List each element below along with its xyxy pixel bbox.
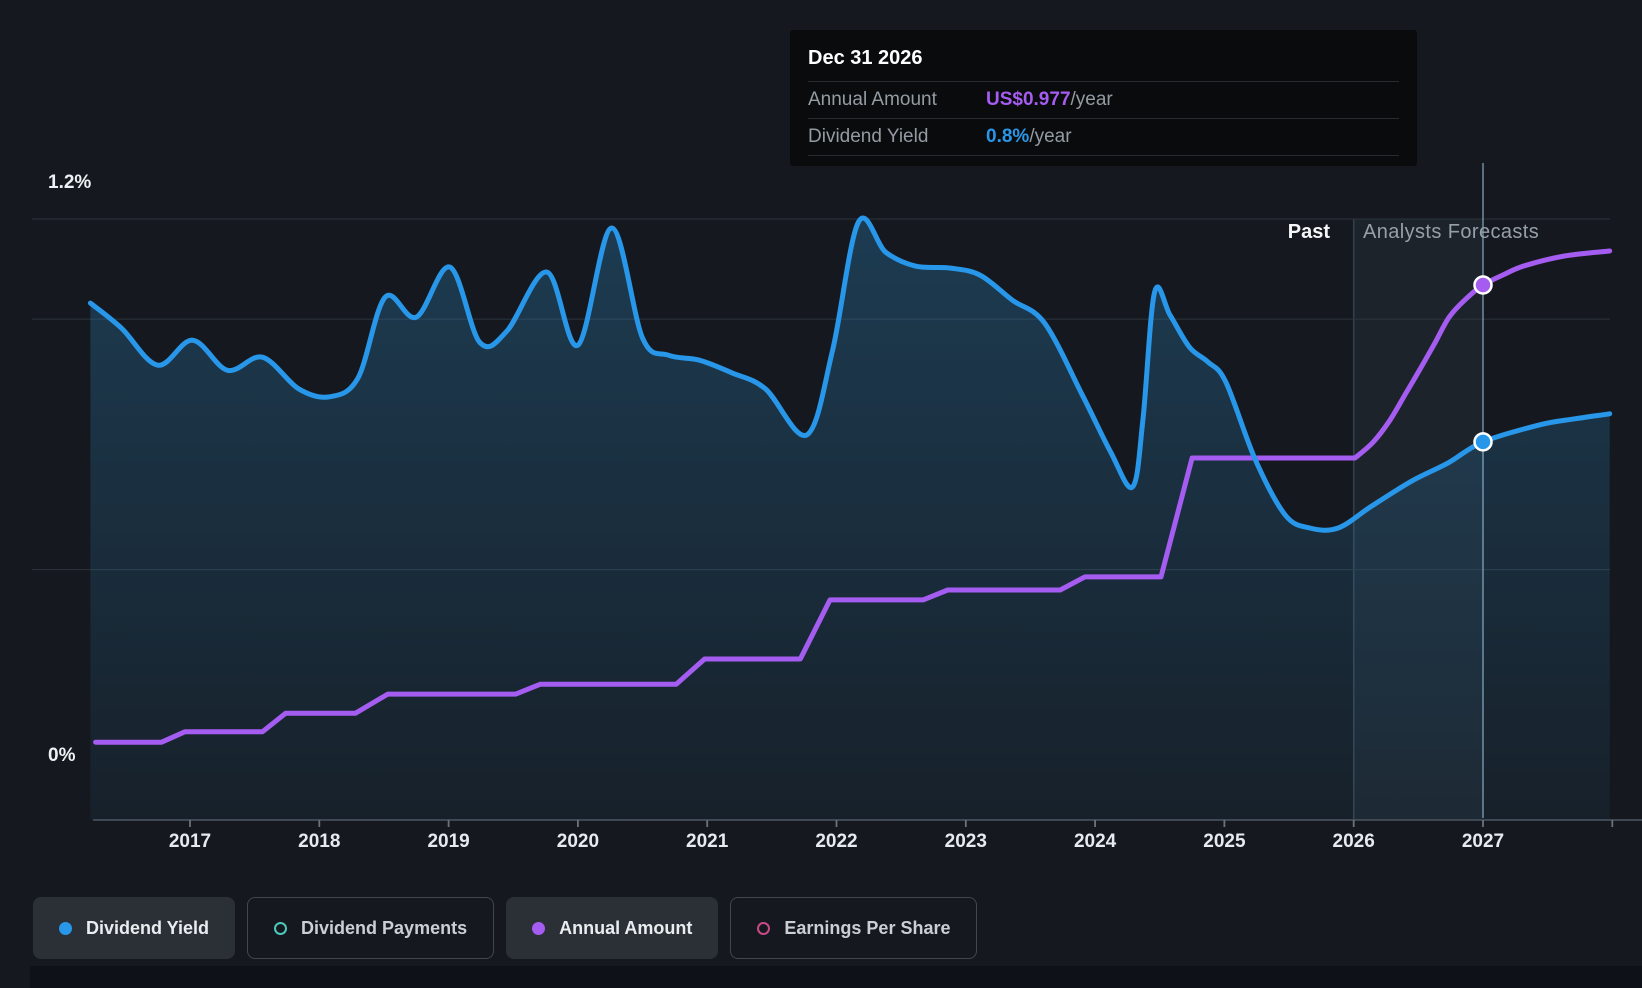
tooltip-row-value: US$0.977 — [986, 89, 1071, 111]
legend-button-earnings-per-share[interactable]: Earnings Per Share — [730, 897, 977, 959]
x-axis-year-label: 2019 — [427, 831, 469, 853]
dividend-yield-dot-icon — [59, 922, 72, 935]
x-axis-year-label: 2024 — [1074, 831, 1116, 853]
dividend-chart-page: 1.2% 0% 2017 2018 2019 2020 2021 2022 2023 2024… — [0, 0, 1642, 988]
tooltip-row-label: Annual Amount — [808, 89, 986, 111]
x-axis-year-label: 2021 — [686, 831, 728, 853]
legend-label: Dividend Yield — [86, 918, 209, 939]
x-axis-year-label: 2027 — [1462, 831, 1504, 853]
earnings-per-share-ring-icon — [757, 922, 770, 935]
x-axis-year-label: 2023 — [945, 831, 987, 853]
forecast-marker — [1475, 276, 1492, 293]
legend-button-dividend-yield[interactable]: Dividend Yield — [33, 897, 235, 959]
tooltip-row-annual-amount: Annual Amount US$0.977 /year — [808, 82, 1399, 119]
y-axis-label-top: 1.2% — [48, 172, 91, 194]
x-axis-year-label: 2026 — [1333, 831, 1375, 853]
legend-label: Annual Amount — [559, 918, 692, 939]
tooltip-row-dividend-yield: Dividend Yield 0.8% /year — [808, 119, 1399, 156]
legend-label: Earnings Per Share — [784, 918, 950, 939]
tooltip-date: Dec 31 2026 — [808, 43, 1399, 82]
bottom-edge-shade — [30, 966, 1642, 988]
x-axis-year-label: 2017 — [169, 831, 211, 853]
legend-button-dividend-payments[interactable]: Dividend Payments — [247, 897, 494, 959]
tooltip-row-label: Dividend Yield — [808, 126, 986, 148]
x-axis-year-label: 2020 — [557, 831, 599, 853]
chart-tooltip: Dec 31 2026 Annual Amount US$0.977 /year… — [790, 30, 1417, 166]
annual-amount-dot-icon — [532, 922, 545, 935]
dividend-payments-ring-icon — [274, 922, 287, 935]
forecast-marker — [1475, 433, 1492, 450]
x-axis-year-label: 2025 — [1203, 831, 1245, 853]
x-axis-year-label: 2022 — [815, 831, 857, 853]
legend-button-annual-amount[interactable]: Annual Amount — [506, 897, 718, 959]
tooltip-row-value: 0.8% — [986, 126, 1029, 148]
y-axis-label-zero: 0% — [48, 745, 75, 767]
past-label: Past — [1288, 221, 1330, 244]
tooltip-row-suffix: /year — [1071, 89, 1113, 111]
analysts-forecasts-label: Analysts Forecasts — [1363, 221, 1539, 244]
tooltip-row-suffix: /year — [1029, 126, 1071, 148]
legend-label: Dividend Payments — [301, 918, 467, 939]
chart-legend: Dividend Yield Dividend Payments Annual … — [33, 897, 977, 959]
x-axis-year-label: 2018 — [298, 831, 340, 853]
